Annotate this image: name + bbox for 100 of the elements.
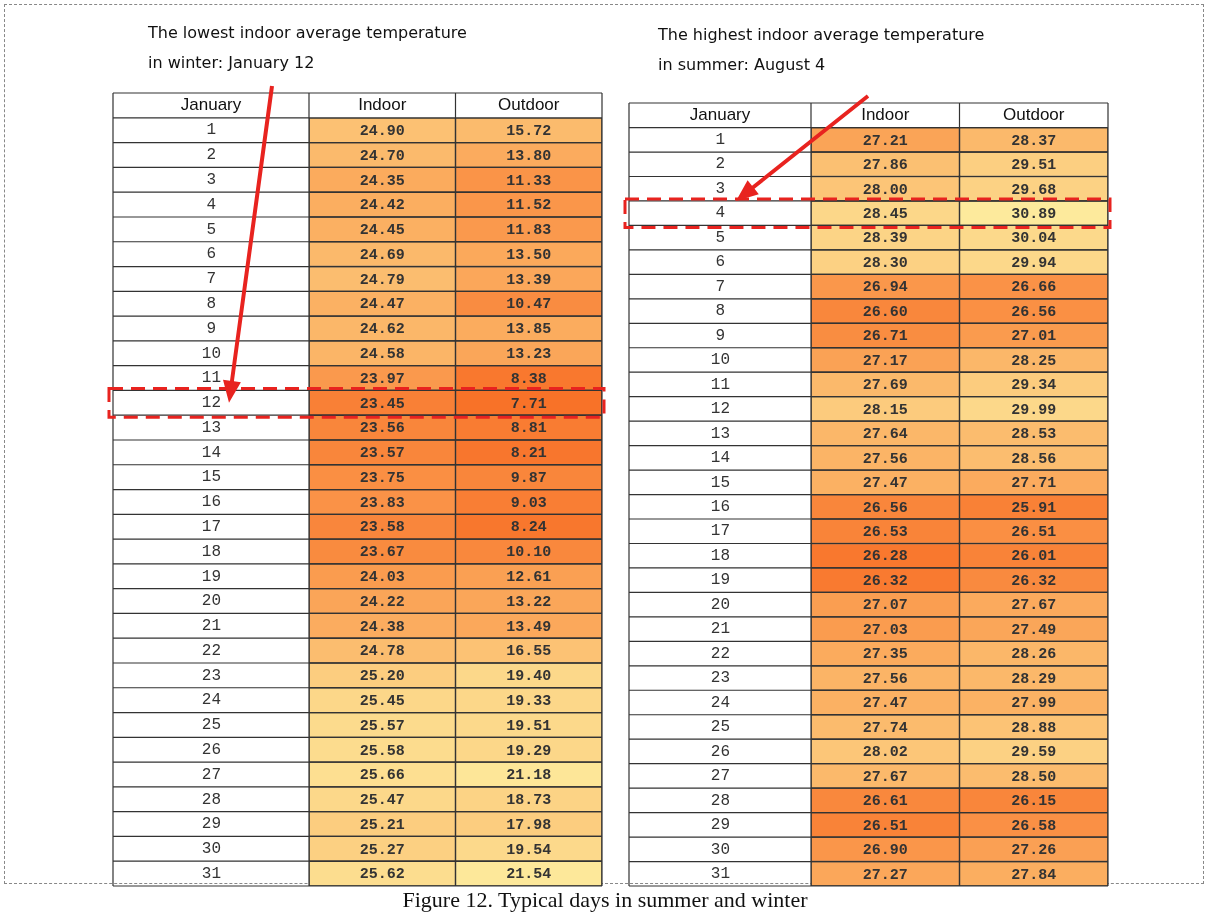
data-label: 26.94 xyxy=(862,279,908,297)
data-label: 26.53 xyxy=(862,524,908,542)
data-label: 28.37 xyxy=(1011,132,1057,150)
y-tick-label: 21 xyxy=(201,617,221,636)
data-label: 30.04 xyxy=(1011,230,1057,248)
y-tick-label: 27 xyxy=(710,767,730,786)
data-label: 24.62 xyxy=(359,321,405,339)
y-tick-label: 1 xyxy=(715,131,726,150)
y-tick-label: 31 xyxy=(201,864,221,883)
y-axis-title: January xyxy=(689,104,751,124)
data-label: 24.47 xyxy=(359,296,405,314)
data-label: 27.56 xyxy=(862,450,908,468)
y-tick-label: 15 xyxy=(201,468,221,487)
data-label: 25.58 xyxy=(359,742,405,760)
data-label: 9.87 xyxy=(510,469,547,487)
y-tick-label: 23 xyxy=(710,669,730,688)
data-label: 29.51 xyxy=(1011,157,1057,175)
data-label: 26.32 xyxy=(862,572,908,590)
caption: Figure 12. Typical days in summer and winter xyxy=(401,887,809,913)
data-label: 13.50 xyxy=(506,246,552,264)
x-tick-label: Indoor xyxy=(358,95,407,115)
y-tick-label: 6 xyxy=(715,253,726,272)
data-label: 27.71 xyxy=(1011,475,1057,493)
data-label: 27.99 xyxy=(1011,695,1057,713)
data-label: 24.38 xyxy=(359,618,405,636)
y-tick-label: 13 xyxy=(710,424,730,443)
y-tick-label: 28 xyxy=(710,791,730,810)
y-tick-label: 16 xyxy=(201,493,221,512)
data-label: 28.88 xyxy=(1011,719,1057,737)
data-label: 10.10 xyxy=(506,544,552,562)
data-label: 27.07 xyxy=(862,597,908,615)
y-tick-label: 5 xyxy=(715,228,726,247)
y-tick-label: 20 xyxy=(201,592,221,611)
data-label: 28.15 xyxy=(862,401,908,419)
data-label: 13.85 xyxy=(506,321,552,339)
data-label: 29.99 xyxy=(1011,401,1057,419)
data-label: 19.33 xyxy=(506,692,552,710)
data-label: 27.27 xyxy=(862,866,908,884)
data-label: 24.42 xyxy=(359,197,405,215)
data-label: 25.47 xyxy=(359,792,405,810)
y-tick-label: 17 xyxy=(201,517,221,536)
y-tick-label: 5 xyxy=(206,220,217,239)
data-label: 27.74 xyxy=(862,719,908,737)
data-label: 29.34 xyxy=(1011,377,1057,395)
data-label: 27.69 xyxy=(862,377,908,395)
data-label: 25.21 xyxy=(359,816,405,834)
data-label: 24.70 xyxy=(359,147,405,165)
data-label: 28.45 xyxy=(862,205,908,223)
data-label: 24.69 xyxy=(359,246,405,264)
data-label: 19.51 xyxy=(506,717,552,735)
data-label: 23.57 xyxy=(359,445,405,463)
y-tick-label: 30 xyxy=(201,840,221,859)
x-tick-label: Outdoor xyxy=(498,95,560,115)
data-label: 27.64 xyxy=(862,426,908,444)
y-tick-label: 15 xyxy=(710,473,730,492)
data-label: 11.52 xyxy=(506,197,552,215)
y-tick-label: 10 xyxy=(710,351,730,370)
text: The lowest indoor average temperature in winter: January 12 xyxy=(148,22,468,74)
data-label: 25.57 xyxy=(359,717,405,735)
y-tick-label: 1 xyxy=(206,121,217,140)
y-tick-label: 29 xyxy=(710,816,730,835)
data-label: 28.25 xyxy=(1011,352,1057,370)
data-label: 23.75 xyxy=(359,469,405,487)
y-tick-label: 21 xyxy=(710,620,730,639)
data-label: 29.59 xyxy=(1011,744,1057,762)
data-label: 8.38 xyxy=(510,370,547,388)
data-label: 8.24 xyxy=(510,519,547,537)
data-label: 28.30 xyxy=(862,254,908,272)
data-label: 27.01 xyxy=(1011,328,1057,346)
data-label: 23.97 xyxy=(359,370,405,388)
data-label: 18.73 xyxy=(506,792,552,810)
data-label: 19.54 xyxy=(506,841,552,859)
y-tick-label: 27 xyxy=(201,765,221,784)
data-label: 27.26 xyxy=(1011,842,1057,860)
y-tick-label: 24 xyxy=(201,691,221,710)
y-tick-label: 12 xyxy=(201,394,221,413)
y-tick-label: 9 xyxy=(206,319,217,338)
y-tick-label: 22 xyxy=(201,641,221,660)
y-tick-label: 4 xyxy=(206,195,217,214)
y-tick-label: 26 xyxy=(201,740,221,759)
data-label: 26.66 xyxy=(1011,279,1057,297)
y-tick-label: 22 xyxy=(710,644,730,663)
data-label: 10.47 xyxy=(506,296,552,314)
y-tick-label: 3 xyxy=(206,171,217,190)
data-label: 29.68 xyxy=(1011,181,1057,199)
data-label: 26.51 xyxy=(1011,524,1057,542)
data-label: 27.47 xyxy=(862,475,908,493)
data-label: 25.45 xyxy=(359,692,405,710)
data-label: 28.56 xyxy=(1011,450,1057,468)
data-label: 24.79 xyxy=(359,271,405,289)
data-label: 11.33 xyxy=(506,172,552,190)
data-label: 26.32 xyxy=(1011,572,1057,590)
data-label: 21.18 xyxy=(506,767,552,785)
data-label: 23.56 xyxy=(359,420,405,438)
data-label: 26.60 xyxy=(862,303,908,321)
data-label: 26.51 xyxy=(862,817,908,835)
data-label: 28.29 xyxy=(1011,670,1057,688)
data-label: 26.15 xyxy=(1011,793,1057,811)
data-label: 24.90 xyxy=(359,123,405,141)
data-label: 13.49 xyxy=(506,618,552,636)
